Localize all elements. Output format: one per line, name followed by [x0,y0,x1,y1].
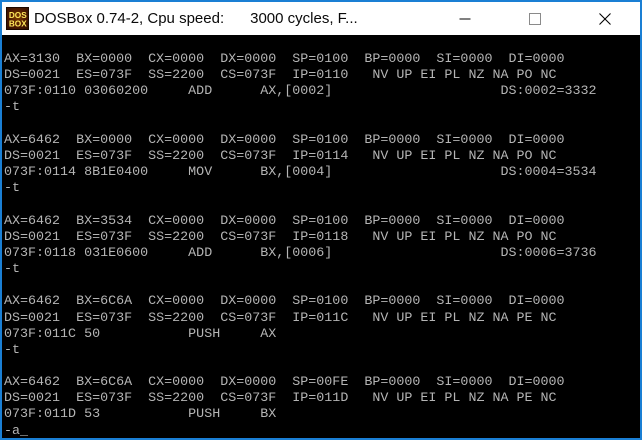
svg-text:BOX: BOX [9,19,27,28]
svg-text:DOS: DOS [9,11,27,20]
